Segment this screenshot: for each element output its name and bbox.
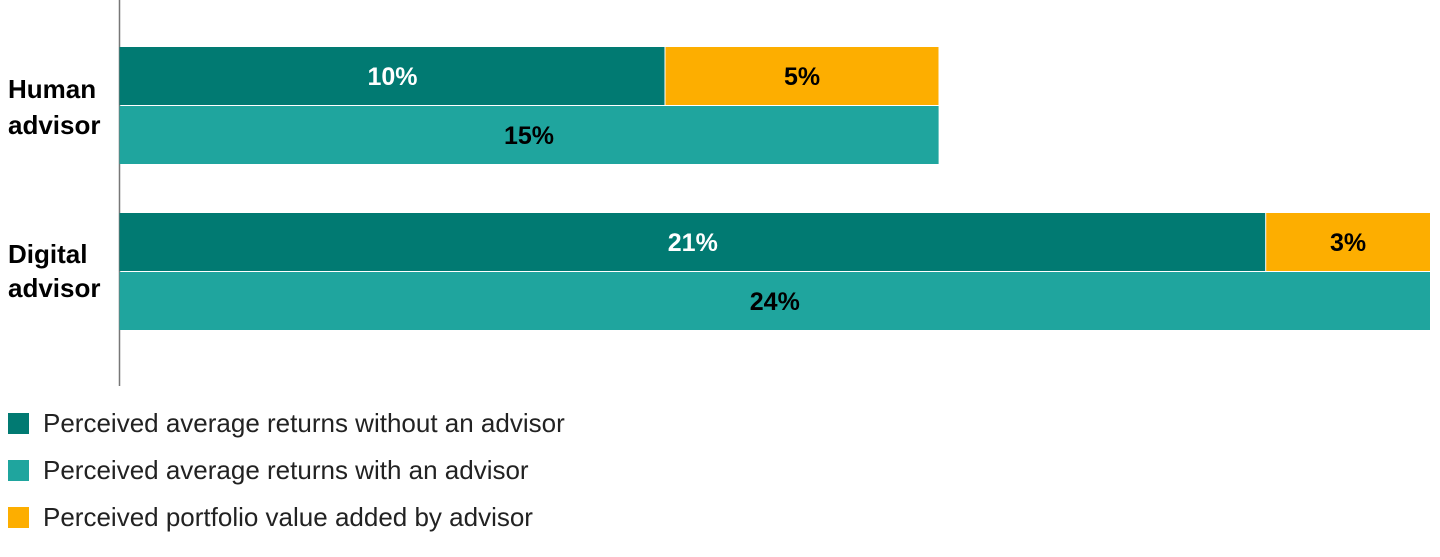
legend-swatch-value-added [8, 507, 29, 528]
legend-item-without-advisor: Perceived average returns without an adv… [8, 400, 1408, 447]
bar-label-digital-advisor-without: 21% [668, 229, 718, 257]
bar-human-advisor-with [119, 106, 939, 164]
bar-label-digital-advisor-added: 3% [1330, 229, 1366, 257]
category-label-digital: advisor [8, 273, 101, 303]
legend-swatch-with-advisor [8, 460, 29, 481]
bar-human-advisor-added [665, 47, 939, 105]
legend-label-value-added: Perceived portfolio value added by advis… [43, 502, 533, 532]
category-label-digital: Digital [8, 239, 87, 269]
bar-label-human-advisor-added: 5% [784, 63, 820, 91]
legend: Perceived average returns without an adv… [8, 400, 1408, 541]
legend-swatch-without-advisor [8, 413, 29, 434]
bar-label-human-advisor-with: 15% [504, 122, 554, 150]
category-labels: Human advisor Digital advisor [8, 74, 101, 303]
legend-label-without-advisor: Perceived average returns without an adv… [43, 408, 565, 438]
legend-item-value-added: Perceived portfolio value added by advis… [8, 494, 1408, 541]
bar-label-human-advisor-without: 10% [367, 63, 417, 91]
bar-digital-advisor-with [119, 272, 1430, 330]
legend-label-with-advisor: Perceived average returns with an adviso… [43, 455, 529, 485]
category-label-human: advisor [8, 110, 101, 140]
bar-label-digital-advisor-with: 24% [750, 288, 800, 316]
bar-digital-advisor-without [119, 213, 1266, 271]
bar-chart: 10% 5% 15% 21% 3% 24% Human advisor Digital a… [8, 0, 1430, 386]
bar-digital-advisor-added [1266, 213, 1430, 271]
legend-item-with-advisor: Perceived average returns with an adviso… [8, 447, 1408, 494]
category-label-human: Human [8, 74, 96, 104]
bar-human-advisor-without [119, 47, 665, 105]
bars-group: 10% 5% 15% 21% 3% 24% [119, 47, 1430, 330]
